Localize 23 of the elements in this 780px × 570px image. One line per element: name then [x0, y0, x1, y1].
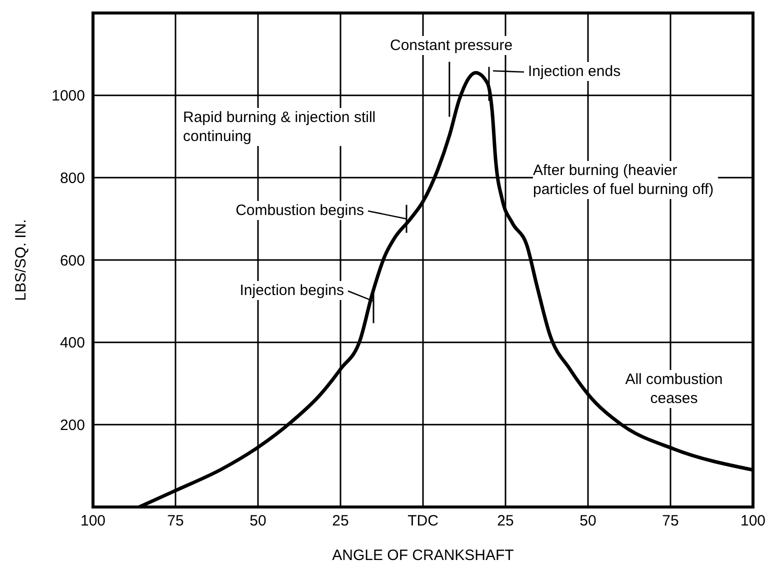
x-tick-label: 25 [497, 512, 514, 530]
x-tick-label: 100 [740, 512, 766, 530]
x-axis-title: ANGLE OF CRANKSHAFT [332, 547, 514, 564]
annotation: Injection begins [194, 281, 344, 300]
x-tick-label: 25 [332, 512, 349, 530]
x-tick-label: 75 [167, 512, 184, 530]
annotation: Injection ends [528, 62, 658, 81]
annotation: Combustion begins [194, 201, 364, 220]
annotation: Rapid burning & injection still continuing [183, 108, 413, 146]
annotation: Constant pressure [390, 36, 518, 55]
x-tick-label: 50 [250, 512, 266, 530]
y-tick-label: 600 [60, 252, 85, 270]
x-tick-label: 50 [580, 512, 596, 530]
x-tick-label: TDC [408, 512, 439, 530]
annotation: After burning (heavier particles of fuel burning off) [533, 161, 718, 199]
y-tick-label: 800 [60, 170, 85, 187]
x-tick-label: 100 [80, 512, 106, 530]
y-axis-title: LBS/SQ. IN. [12, 219, 30, 301]
y-tick-label: 1000 [52, 88, 85, 105]
annotation: All combustion ceases [613, 370, 735, 408]
y-tick-label: 200 [60, 416, 85, 434]
x-tick-label: 75 [662, 512, 679, 530]
y-tick-label: 400 [60, 334, 85, 352]
